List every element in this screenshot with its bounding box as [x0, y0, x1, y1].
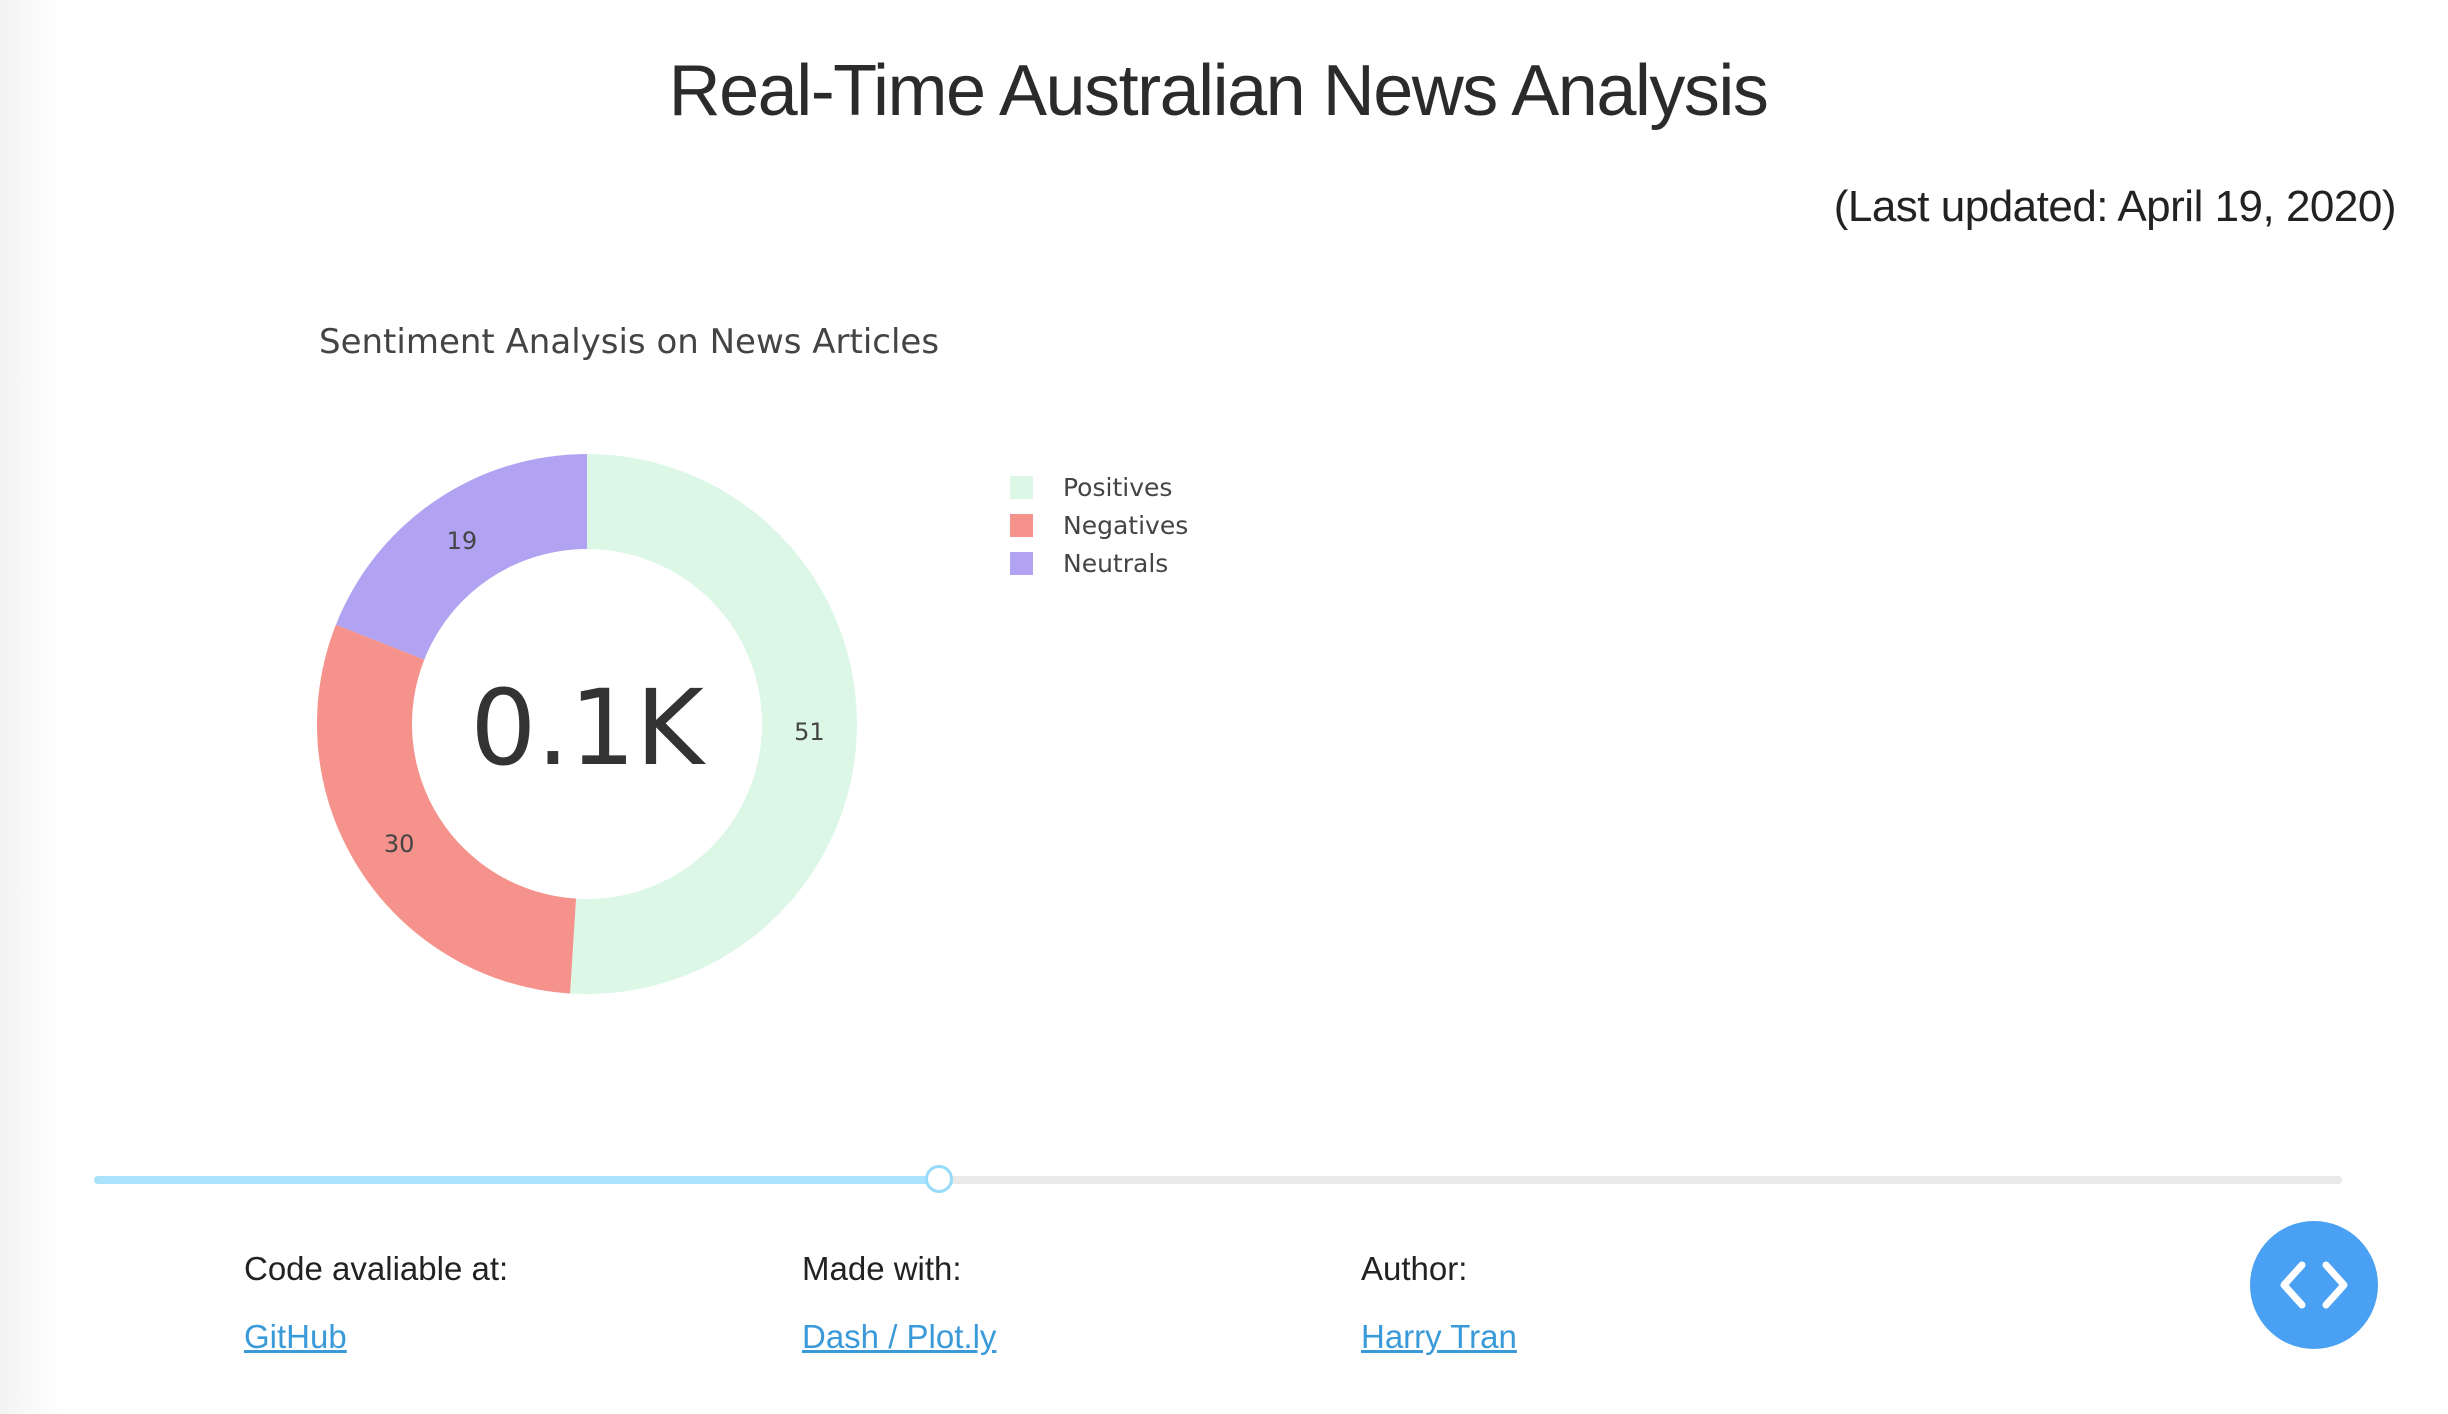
legend-swatch-negatives	[1010, 513, 1033, 537]
donut-chart: 51 30 19 0.1K	[316, 453, 858, 994]
slice-label-negatives: 30	[384, 830, 415, 858]
donut-center-total: 0.1K	[470, 667, 706, 789]
footer-author: Author: Harry Tran	[1361, 1250, 1517, 1356]
footer-made-with-label: Made with:	[802, 1250, 962, 1287]
page-left-shadow	[0, 0, 60, 1414]
footer-author-label: Author:	[1361, 1250, 1468, 1287]
page-title: Real-Time Australian News Analysis	[668, 51, 1769, 131]
donut-slices	[316, 453, 858, 994]
donut-slice-negatives[interactable]	[316, 624, 577, 994]
slider-handle[interactable]	[925, 1165, 954, 1193]
chart-title: Sentiment Analysis on News Articles	[319, 322, 940, 362]
footer-code-label: Code avaliable at:	[244, 1250, 509, 1287]
legend-item-positives[interactable]: Positives	[1010, 468, 1188, 506]
legend-label-positives: Positives	[1063, 472, 1173, 502]
chart-legend[interactable]: Positives Negatives Neutrals	[1010, 468, 1188, 582]
slider-track	[94, 1176, 940, 1184]
slice-label-positives: 51	[794, 718, 825, 746]
slider-rail[interactable]	[94, 1176, 2342, 1184]
last-updated-text: (Last updated: April 19, 2020)	[1833, 182, 2397, 231]
dev-tools-button[interactable]	[2250, 1221, 2378, 1349]
legend-swatch-positives	[1010, 475, 1033, 499]
code-brackets-icon	[2280, 1261, 2348, 1309]
footer-made-with: Made with: Dash / Plot.ly	[802, 1250, 996, 1356]
slice-label-neutrals: 19	[447, 527, 478, 555]
legend-item-neutrals[interactable]: Neutrals	[1010, 544, 1188, 582]
donut-slice-labels: 51 30 19	[384, 527, 825, 858]
legend-swatch-neutrals	[1010, 551, 1033, 575]
legend-label-neutrals: Neutrals	[1063, 548, 1169, 578]
footer-code: Code avaliable at: GitHub	[244, 1250, 508, 1356]
dash-plotly-link[interactable]: Dash / Plot.ly	[802, 1318, 997, 1355]
donut-slice-positives[interactable]	[570, 453, 858, 994]
legend-item-negatives[interactable]: Negatives	[1010, 506, 1188, 544]
author-link[interactable]: Harry Tran	[1361, 1318, 1517, 1355]
donut-slice-neutrals[interactable]	[335, 454, 587, 660]
time-slider[interactable]	[94, 1165, 2342, 1193]
github-link[interactable]: GitHub	[244, 1318, 347, 1355]
legend-label-negatives: Negatives	[1063, 510, 1189, 540]
